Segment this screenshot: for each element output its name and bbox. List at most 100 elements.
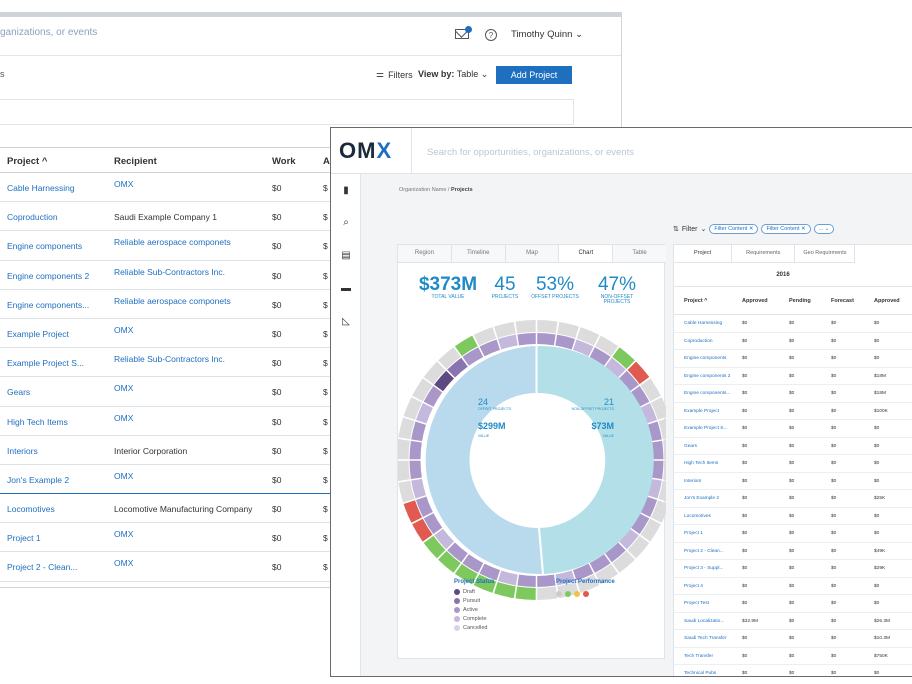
project-link[interactable]: Gears	[684, 443, 698, 449]
filter-chip[interactable]: Filter Content ✕	[761, 224, 811, 234]
project-link[interactable]: Example Project	[684, 408, 719, 414]
performance-segment[interactable]	[537, 586, 558, 600]
help-icon[interactable]: ?	[485, 29, 497, 41]
performance-segment[interactable]	[612, 551, 635, 573]
status-segment[interactable]	[630, 513, 650, 535]
table-row[interactable]: Cable Harnessing OMX $0 $	[0, 173, 621, 203]
tab-timeline[interactable]: Timeline	[451, 245, 506, 262]
performance-segment[interactable]	[412, 378, 433, 402]
column-a[interactable]: A	[323, 156, 330, 167]
status-segment[interactable]	[462, 347, 484, 366]
project-link[interactable]: Example Project	[7, 328, 69, 339]
performance-segment[interactable]	[398, 480, 415, 503]
table-row[interactable]: Project 3 - Suppl... $0 $0 $0 $29K	[674, 560, 912, 578]
column-forecast[interactable]: Forecast	[831, 298, 854, 304]
performance-segment[interactable]	[650, 397, 666, 420]
project-link[interactable]: Engine components...	[684, 391, 731, 396]
table-row[interactable]: Engine components 2 Reliable Sub-Contract…	[0, 261, 621, 290]
status-segment[interactable]	[447, 542, 468, 563]
column-approved[interactable]: Approved	[742, 298, 768, 304]
recipient-cell[interactable]: Reliable aerospace componets	[114, 295, 231, 306]
project-link[interactable]: Project 1	[684, 531, 703, 536]
recipient-cell[interactable]: OMX	[114, 324, 134, 335]
status-segment[interactable]	[537, 333, 556, 346]
filter-chip[interactable]: Filter Content ✕	[709, 224, 759, 234]
status-segment[interactable]	[589, 347, 611, 366]
status-segment[interactable]	[415, 496, 433, 517]
performance-segment[interactable]	[650, 500, 666, 523]
table-row[interactable]: Saudi Tech Transfer $0 $0 $0 $10.3M	[674, 630, 912, 648]
performance-segment[interactable]	[412, 518, 433, 542]
status-segment[interactable]	[497, 570, 518, 586]
table-row[interactable]: Coproduction Saudi Example Company 1 $0 $	[0, 202, 621, 232]
status-segment[interactable]	[573, 339, 594, 357]
project-link[interactable]: Project 1	[7, 533, 41, 544]
table-row[interactable]: Cable Harnessing $0 $0 $0 $0	[674, 315, 912, 333]
performance-segment[interactable]	[398, 438, 410, 460]
performance-segment[interactable]	[612, 347, 635, 369]
search-icon[interactable]: ⌕	[343, 217, 349, 228]
status-segment[interactable]	[573, 563, 594, 581]
building-icon[interactable]: ▮	[343, 185, 349, 196]
column-approved-2[interactable]: Approved	[874, 298, 900, 304]
search-input[interactable]: ganizations, or events	[0, 27, 98, 38]
project-link[interactable]: Interiors	[684, 478, 702, 484]
status-segment[interactable]	[651, 460, 664, 480]
tab-project[interactable]: Project	[674, 245, 733, 263]
table-row[interactable]: Locomotives Locomotive Manufacturing Comp…	[0, 494, 621, 524]
table-row[interactable]: Tech Transfer $0 $0 $0 $750K	[674, 648, 912, 665]
donut-offset-segment[interactable]	[425, 346, 543, 575]
performance-segment[interactable]	[398, 417, 415, 440]
performance-segment[interactable]	[640, 378, 661, 402]
project-link[interactable]: Engine components...	[7, 299, 90, 310]
user-menu[interactable]: Timothy Quinn ⌄	[511, 29, 583, 40]
performance-segment[interactable]	[627, 535, 650, 559]
performance-segment[interactable]	[663, 439, 666, 460]
project-link[interactable]: High Tech Items	[7, 416, 68, 427]
status-segment[interactable]	[415, 403, 433, 424]
table-row[interactable]: Example Project $0 $0 $0 $100K	[674, 403, 912, 420]
performance-segment[interactable]	[595, 564, 619, 585]
table-row[interactable]: Example Project S... Reliable Sub-Contrac…	[0, 348, 621, 378]
project-link[interactable]: Example Project S...	[684, 426, 728, 431]
table-row[interactable]: Coproduction $0 $0 $0 $0	[674, 333, 912, 350]
recipient-cell[interactable]: OMX	[114, 383, 134, 394]
status-segment[interactable]	[640, 496, 658, 517]
status-segment[interactable]	[447, 357, 468, 378]
project-link[interactable]: Jon's Example 2	[684, 496, 720, 501]
status-segment[interactable]	[589, 554, 611, 573]
performance-segment[interactable]	[438, 551, 461, 573]
status-segment[interactable]	[630, 385, 650, 407]
performance-segment[interactable]	[473, 574, 497, 593]
tab-chart[interactable]: Chart	[559, 245, 614, 262]
recipient-cell[interactable]: OMX	[114, 558, 134, 569]
performance-segment[interactable]	[423, 535, 446, 559]
project-link[interactable]: Interiors	[7, 445, 38, 456]
ruler-icon[interactable]: ◺	[342, 316, 350, 327]
status-segment[interactable]	[479, 563, 500, 581]
chevron-down-icon[interactable]: ⌄	[700, 226, 707, 233]
project-link[interactable]: Technical Pubs	[684, 671, 717, 676]
project-link[interactable]: Saudi Localizatio...	[684, 618, 725, 624]
table-row[interactable]: Project 1 $0 $0 $0 $0	[674, 525, 912, 543]
status-segment[interactable]	[497, 334, 518, 350]
omx-logo[interactable]: OMX	[339, 138, 393, 163]
performance-segment[interactable]	[557, 321, 579, 339]
project-link[interactable]: High Tech Items	[684, 461, 719, 466]
performance-segment[interactable]	[627, 361, 650, 385]
status-segment[interactable]	[462, 554, 484, 573]
recipient-cell[interactable]: Reliable Sub-Contractors Inc.	[114, 266, 226, 277]
column-pending[interactable]: Pending	[789, 298, 811, 304]
table-row[interactable]: Engine components... Reliable aerospace c…	[0, 290, 621, 319]
recipient-cell[interactable]: Reliable Sub-Contractors Inc.	[114, 354, 226, 365]
performance-segment[interactable]	[423, 361, 446, 385]
status-segment[interactable]	[409, 460, 422, 480]
project-link[interactable]: Example Project S...	[7, 358, 85, 369]
project-link[interactable]: Project 4	[684, 583, 703, 589]
filters-button[interactable]: ⚌ Filters	[376, 69, 413, 80]
table-row[interactable]: Engine components... $0 $0 $0 $18M	[674, 385, 912, 403]
project-link[interactable]: Project 2 - Clean...	[684, 548, 724, 554]
status-segment[interactable]	[605, 542, 626, 563]
status-segment[interactable]	[409, 440, 422, 460]
performance-segment[interactable]	[454, 564, 478, 585]
